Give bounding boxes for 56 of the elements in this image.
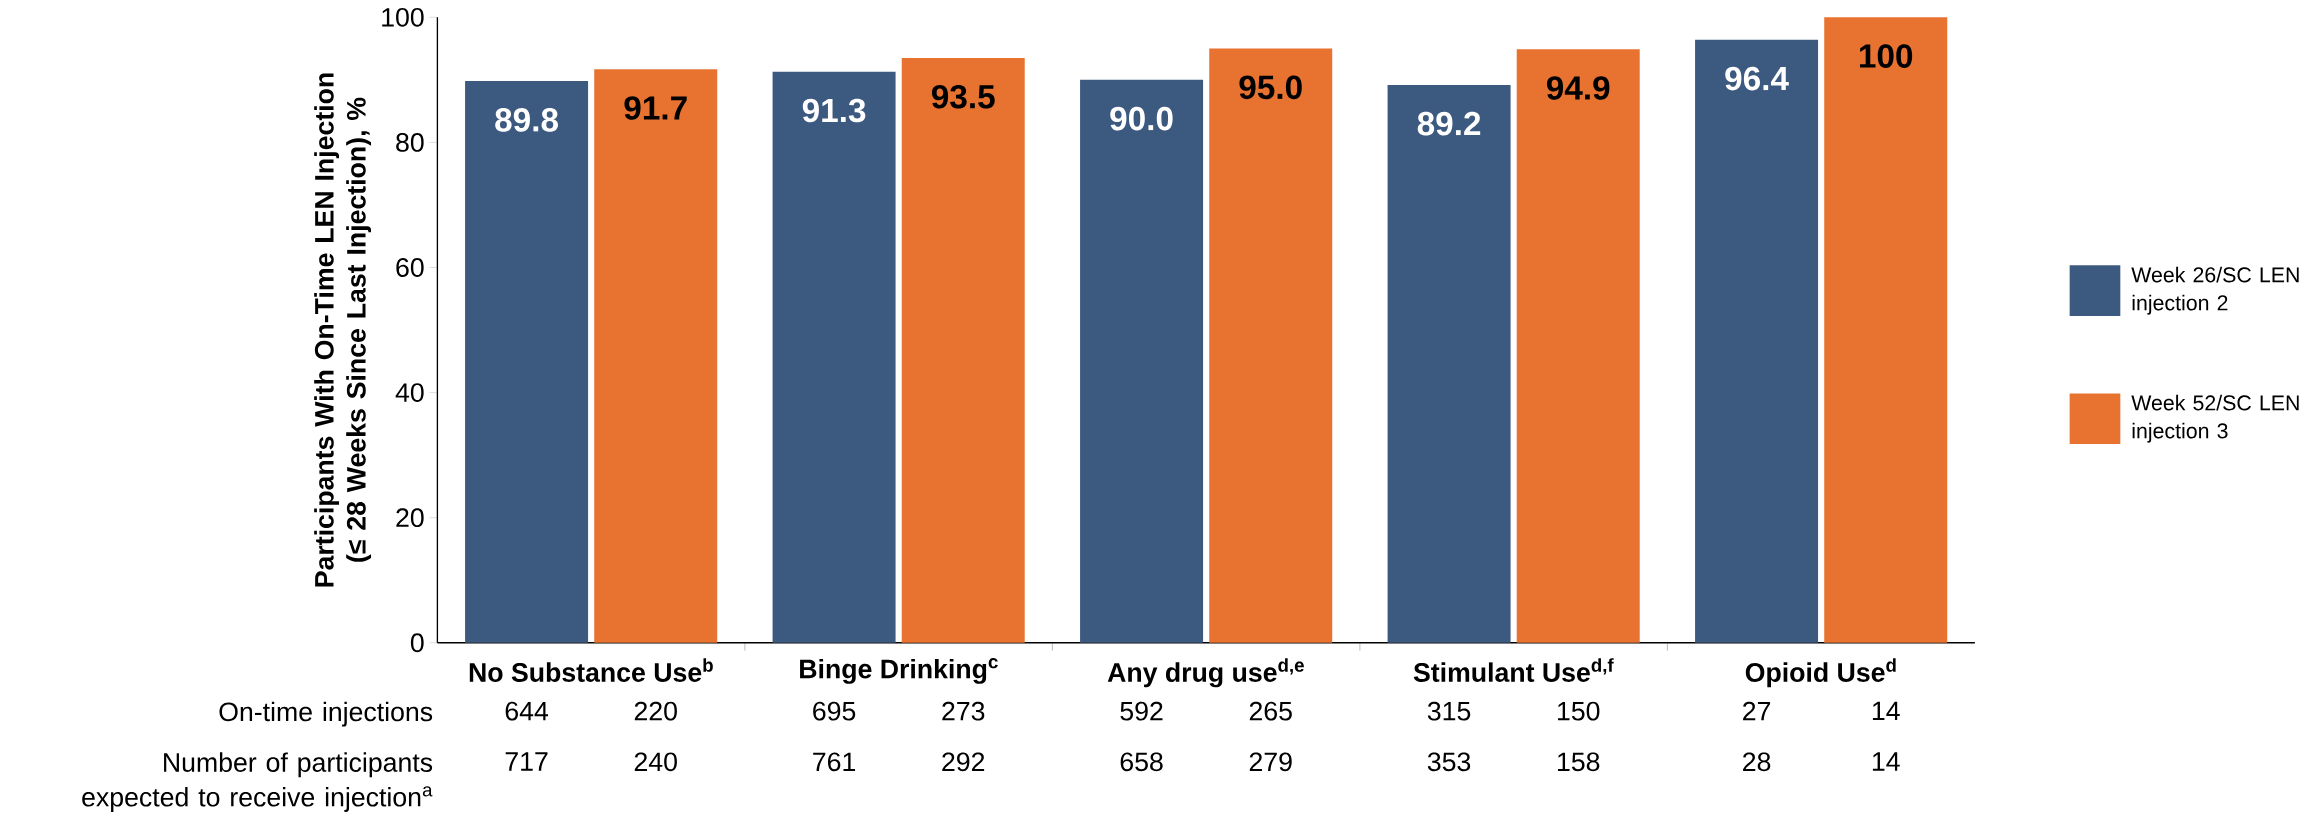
data-label: 91.7	[624, 96, 687, 120]
bar	[465, 81, 589, 643]
text: On-time injections	[219, 701, 433, 727]
text: 273	[942, 701, 985, 721]
text: 150	[1558, 701, 1600, 721]
bar	[1695, 39, 1819, 643]
bar	[1209, 48, 1333, 643]
text: 279	[1249, 752, 1292, 772]
bar	[594, 69, 718, 643]
bar	[1387, 84, 1511, 643]
text: 265	[1249, 701, 1292, 721]
y-axis-title: Participants With On-Time LEN Injection (≤ 28 Weeks Since Last Injection), %	[314, 73, 372, 587]
y-tick-label: 60	[396, 258, 424, 277]
data-label: 89.8	[495, 108, 558, 132]
data-label: 89.2	[1417, 111, 1481, 136]
bar	[901, 57, 1025, 643]
x-tick-label: No Substance Use$^{b}$	[469, 658, 713, 682]
text: 28	[1743, 752, 1771, 772]
text: 14	[1872, 701, 1900, 720]
bar	[1080, 79, 1204, 643]
text: 315	[1427, 701, 1471, 721]
x-tick-label: Stimulant Use$^{d,f}$	[1413, 658, 1614, 682]
x-tick-label: Binge Drinking$^{c}$	[800, 658, 998, 684]
text: 292	[942, 752, 985, 772]
y-tick-label: 80	[396, 132, 424, 152]
legend-label: Week 52/SC LEN injection 3	[2131, 394, 2299, 443]
text: 592	[1120, 701, 1163, 721]
text: Number of participants expected to receive injection$^{a}$	[82, 752, 433, 812]
y-tick-label: 20	[396, 508, 424, 528]
y-tick-label: 100	[382, 7, 424, 27]
bar	[772, 71, 896, 643]
y-tick-label: 40	[395, 383, 424, 402]
text: 761	[813, 752, 856, 772]
text: 240	[634, 752, 677, 772]
data-label: 96.4	[1725, 66, 1789, 91]
x-tick-label: Opioid Use$^{d}$	[1745, 658, 1896, 688]
data-label: 93.5	[931, 84, 995, 109]
text: 353	[1427, 752, 1471, 772]
data-label: 94.9	[1546, 76, 1610, 100]
text: 644	[505, 701, 549, 721]
text: 27	[1743, 701, 1771, 721]
text: 717	[505, 752, 548, 771]
text: 158	[1558, 752, 1600, 772]
text: 220	[634, 701, 677, 721]
data-label: 95.0	[1239, 75, 1302, 100]
text: 658	[1120, 752, 1163, 772]
legend-label: Week 26/SC LEN injection 2	[2131, 266, 2299, 315]
data-label: 91.3	[802, 98, 866, 123]
x-tick-label: Any drug use$^{d,e}$	[1107, 658, 1304, 688]
bar	[1516, 49, 1640, 643]
data-label: 100	[1860, 44, 1913, 68]
data-label: 90.0	[1110, 106, 1173, 131]
bar	[1824, 17, 1948, 643]
text: 695	[813, 701, 856, 721]
y-tick-label: 0	[410, 633, 424, 653]
text: 14	[1872, 752, 1900, 771]
